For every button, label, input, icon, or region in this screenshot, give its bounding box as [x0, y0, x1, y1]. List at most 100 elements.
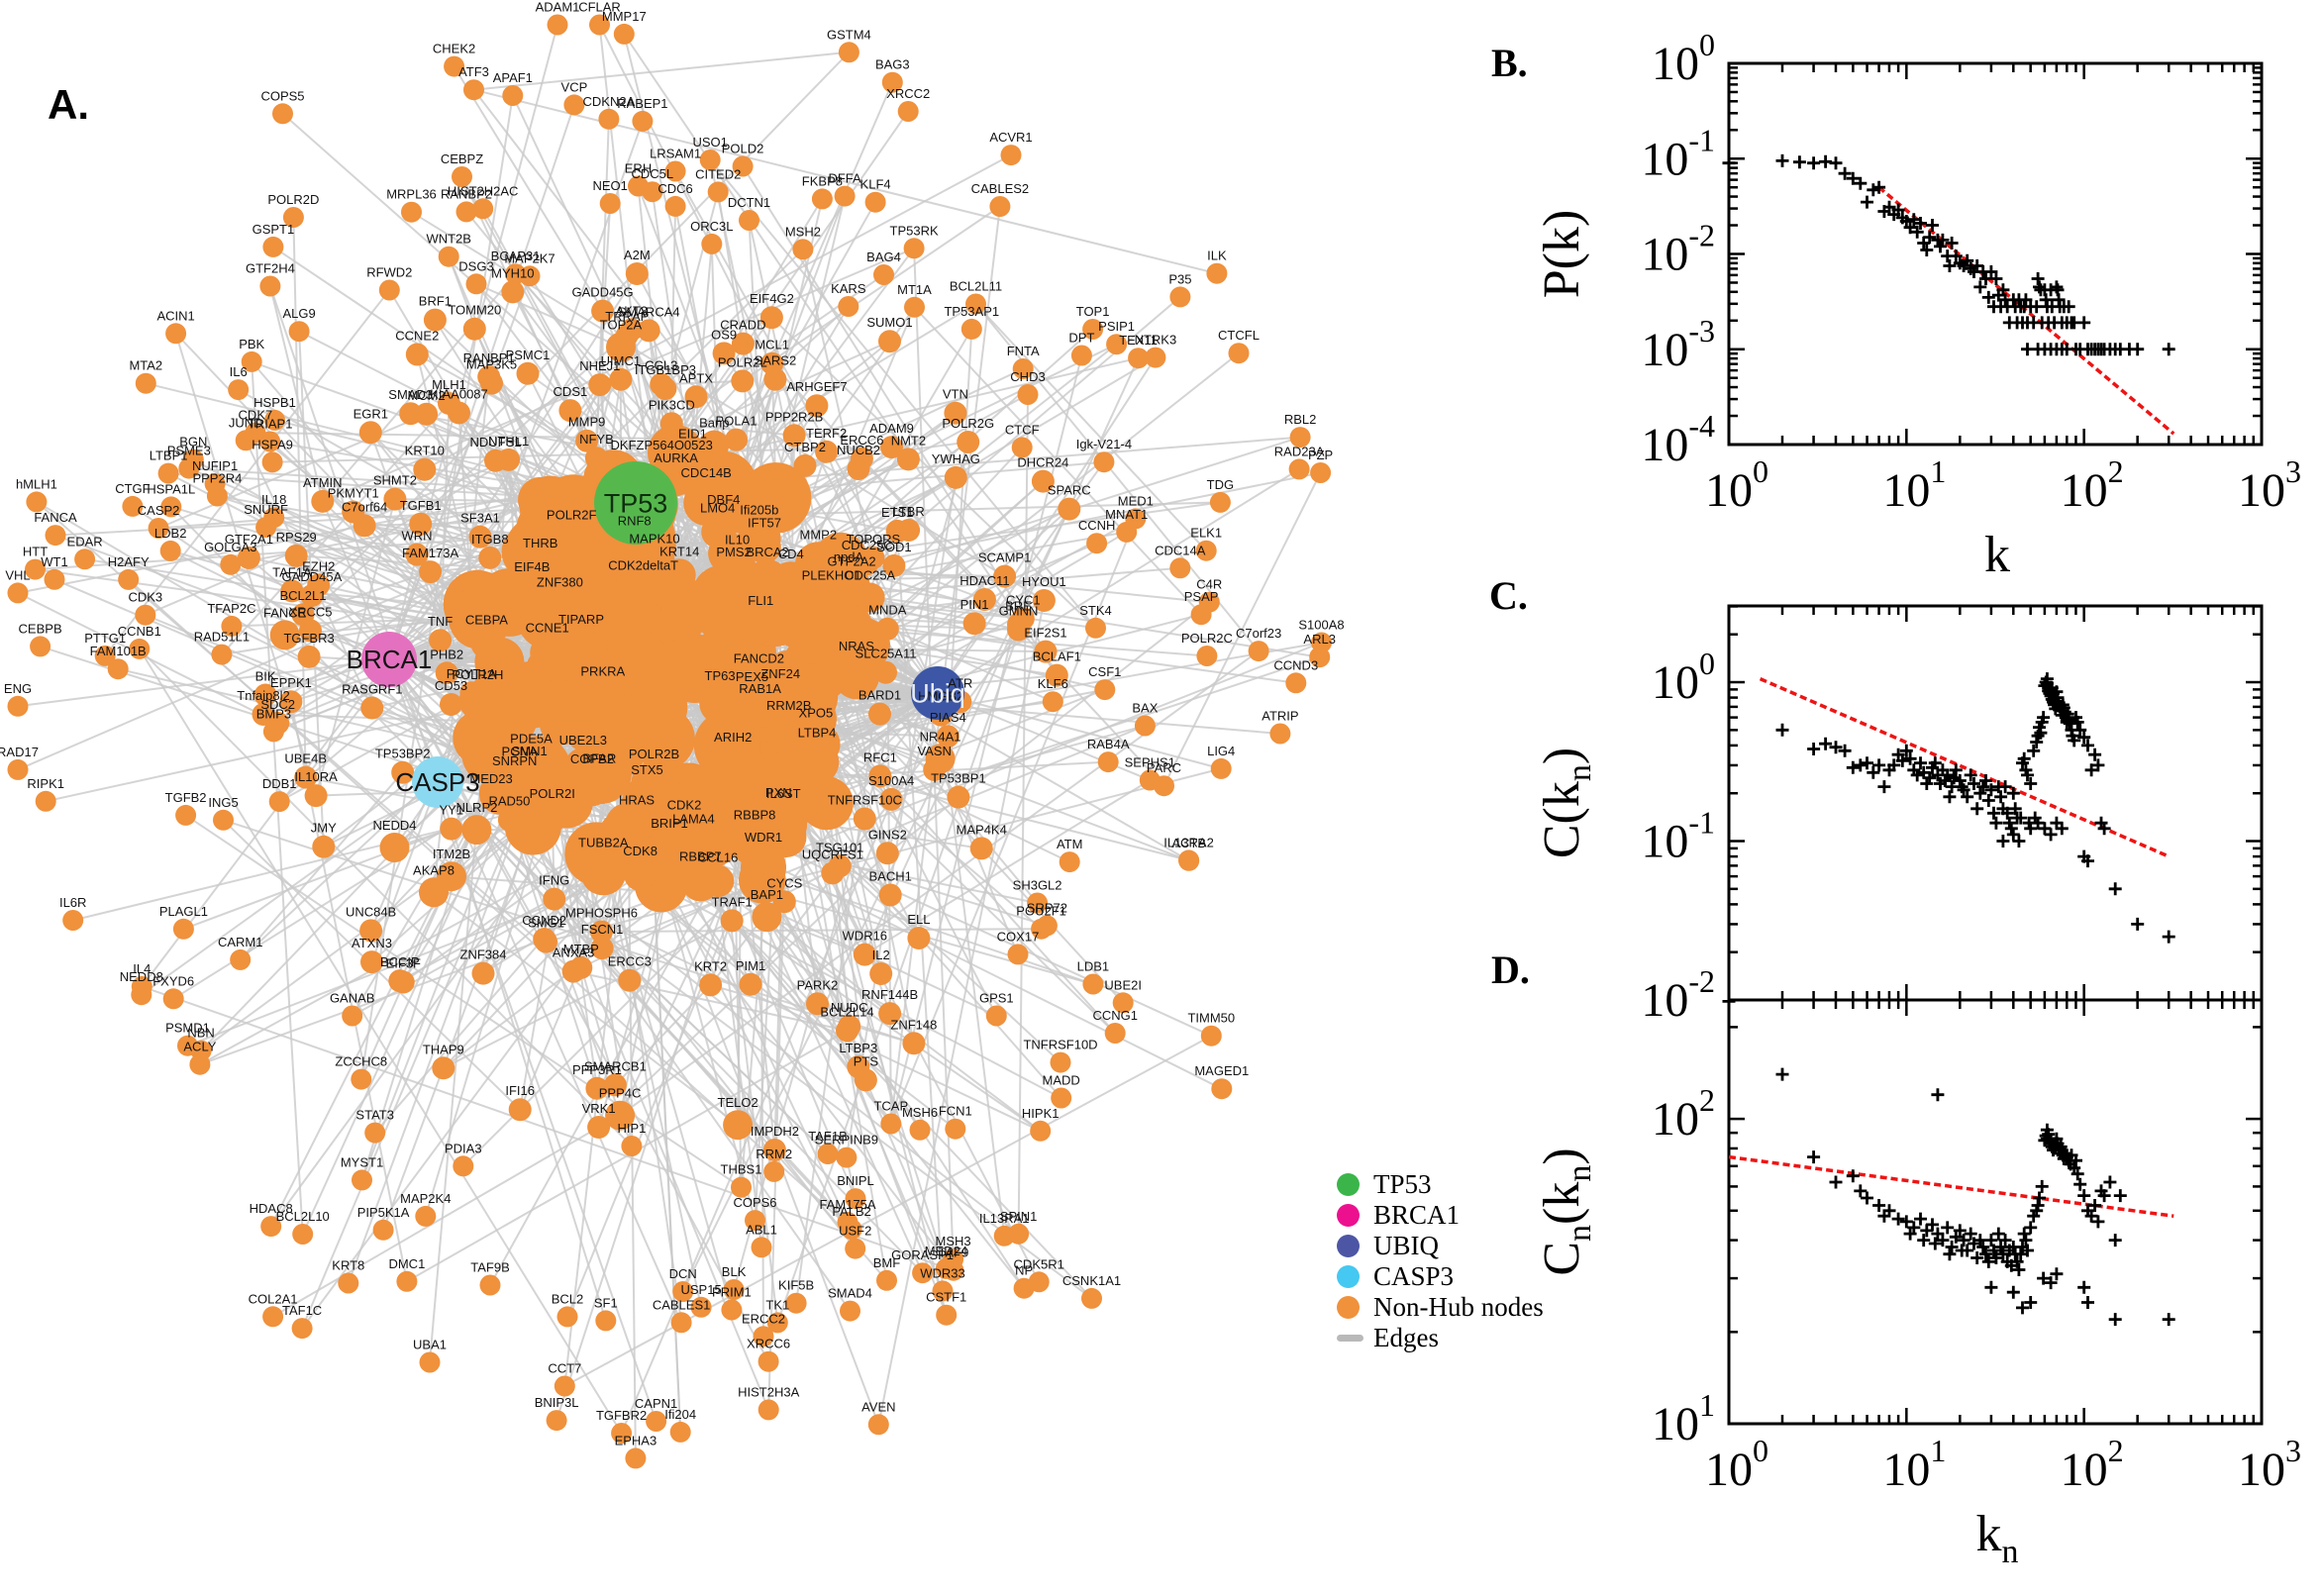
- svg-text:IMPDH2: IMPDH2: [751, 1124, 799, 1139]
- svg-text:NHEJ1: NHEJ1: [579, 358, 620, 373]
- svg-text:RANBP2: RANBP2: [441, 186, 492, 201]
- svg-text:102: 102: [2061, 1433, 2124, 1496]
- svg-text:TRAF1: TRAF1: [712, 894, 753, 909]
- svg-text:IFT57: IFT57: [748, 516, 781, 531]
- svg-text:IL2: IL2: [872, 948, 890, 962]
- svg-text:Banp: Banp: [699, 416, 729, 431]
- svg-text:XRCC6: XRCC6: [747, 1337, 790, 1351]
- svg-text:TELO2: TELO2: [718, 1095, 758, 1110]
- svg-text:TAF1C: TAF1C: [282, 1303, 322, 1318]
- svg-text:BAP1: BAP1: [751, 887, 783, 902]
- fit-line: [1728, 1154, 2174, 1218]
- svg-text:PTTG1: PTTG1: [84, 631, 126, 646]
- svg-text:RPS29: RPS29: [276, 530, 317, 545]
- svg-text:GADD45A: GADD45A: [282, 569, 343, 584]
- svg-text:GSPT1: GSPT1: [252, 222, 295, 237]
- plot-frame: [1727, 61, 2264, 447]
- svg-text:MYST1: MYST1: [341, 1154, 383, 1169]
- svg-text:KRT2: KRT2: [694, 958, 727, 973]
- svg-text:UBE2I: UBE2I: [1104, 977, 1142, 992]
- svg-text:PPP3R1: PPP3R1: [572, 1062, 622, 1077]
- svg-text:FAM101B: FAM101B: [90, 644, 147, 658]
- svg-text:PDE5A: PDE5A: [510, 732, 553, 747]
- svg-text:STAT3: STAT3: [355, 1108, 394, 1123]
- svg-text:ATF3: ATF3: [458, 64, 489, 79]
- svg-text:RRM2: RRM2: [756, 1147, 792, 1161]
- svg-text:ADAM9: ADAM9: [869, 421, 914, 436]
- svg-text:FCN1: FCN1: [939, 1104, 972, 1119]
- svg-text:BFAR: BFAR: [582, 751, 616, 766]
- legend: TP53 BRCA1 UBIQ CASP3 Non-Hub nodes Edge…: [1337, 1169, 1544, 1351]
- svg-text:HSPA9: HSPA9: [252, 437, 293, 451]
- svg-text:ING5: ING5: [208, 795, 238, 810]
- panel-a-label: A.: [48, 81, 89, 128]
- svg-text:CDK7: CDK7: [239, 408, 273, 423]
- svg-text:HSPB1: HSPB1: [253, 395, 296, 410]
- svg-text:TNFRSF10D: TNFRSF10D: [1023, 1038, 1097, 1052]
- svg-text:CSNK1A1: CSNK1A1: [1062, 1273, 1121, 1288]
- axis-ticks: [1727, 61, 2264, 447]
- y-axis-label: C(kn​): [1534, 748, 1598, 858]
- svg-text:KRT10: KRT10: [405, 444, 445, 458]
- svg-text:NDUFS1: NDUFS1: [469, 435, 521, 449]
- svg-text:TP63: TP63: [705, 668, 736, 683]
- svg-text:IL18: IL18: [261, 492, 286, 507]
- svg-text:STX5: STX5: [631, 762, 663, 777]
- svg-text:LRSAM1: LRSAM1: [650, 147, 701, 161]
- svg-text:POLR2L: POLR2L: [718, 354, 767, 369]
- svg-text:TUBB2A: TUBB2A: [578, 835, 629, 849]
- svg-text:ACIN1: ACIN1: [156, 308, 194, 323]
- svg-text:ATXN3: ATXN3: [352, 936, 392, 950]
- svg-text:POLR2C: POLR2C: [1181, 631, 1233, 646]
- svg-text:ORC3L: ORC3L: [690, 219, 733, 234]
- svg-text:LTBP1: LTBP1: [150, 449, 188, 463]
- svg-text:PEX5: PEX5: [736, 669, 768, 684]
- svg-text:SPARC: SPARC: [1048, 483, 1091, 498]
- svg-text:EPHA3: EPHA3: [615, 1433, 657, 1447]
- svg-text:SOD1: SOD1: [876, 540, 911, 554]
- svg-text:NP: NP: [1015, 1263, 1033, 1278]
- svg-text:SNRPN: SNRPN: [492, 753, 538, 768]
- svg-text:XRCC5: XRCC5: [288, 604, 332, 619]
- svg-text:ATRIP: ATRIP: [1262, 709, 1298, 724]
- svg-text:TRIAP1: TRIAP1: [248, 417, 293, 432]
- svg-text:MAP2K7: MAP2K7: [504, 250, 555, 265]
- svg-text:FXYD6: FXYD6: [152, 973, 194, 988]
- svg-text:CYC1: CYC1: [1006, 592, 1041, 607]
- svg-text:ERCC6: ERCC6: [840, 433, 883, 448]
- svg-text:CARM1: CARM1: [218, 935, 263, 949]
- svg-text:CCT7: CCT7: [548, 1361, 581, 1376]
- svg-text:DMC1: DMC1: [388, 1256, 425, 1271]
- svg-text:PIK3CD: PIK3CD: [649, 397, 695, 412]
- svg-text:HDAC8: HDAC8: [250, 1201, 293, 1216]
- svg-text:CABLES1: CABLES1: [653, 1297, 711, 1312]
- svg-text:CTBP2: CTBP2: [784, 440, 826, 454]
- svg-text:WRN: WRN: [401, 529, 432, 544]
- x-axis-label: kn​: [1976, 1506, 2019, 1570]
- svg-text:YWHAG: YWHAG: [932, 451, 980, 466]
- svg-text:SMG1: SMG1: [528, 916, 564, 931]
- svg-text:OS9: OS9: [711, 327, 737, 342]
- svg-text:AURKA: AURKA: [654, 450, 698, 465]
- svg-text:LDB1: LDB1: [1077, 959, 1110, 974]
- svg-text:CDK8: CDK8: [623, 844, 657, 858]
- svg-text:PIM1: PIM1: [736, 958, 765, 973]
- network-nonhub-nodes: [7, 14, 1332, 1469]
- svg-text:EID1: EID1: [678, 427, 707, 442]
- legend-label: TP53: [1373, 1169, 1432, 1199]
- svg-text:BCL2L10: BCL2L10: [276, 1209, 330, 1224]
- svg-text:PPP4C: PPP4C: [599, 1086, 642, 1101]
- svg-text:DBF4: DBF4: [707, 492, 740, 507]
- svg-text:IL10RA: IL10RA: [294, 769, 338, 784]
- svg-text:IL13RA2: IL13RA2: [1163, 835, 1214, 849]
- svg-text:GMNN: GMNN: [999, 604, 1039, 619]
- svg-text:ETS1: ETS1: [881, 505, 914, 520]
- svg-text:FLI1: FLI1: [748, 593, 773, 608]
- svg-text:DDB1: DDB1: [262, 776, 297, 791]
- edge-marker-icon: [1337, 1335, 1364, 1342]
- legend-item-brca1: BRCA1: [1337, 1202, 1544, 1229]
- svg-text:WT1: WT1: [41, 554, 67, 569]
- svg-text:TAF1B: TAF1B: [808, 1129, 848, 1144]
- svg-text:NUDC: NUDC: [831, 1000, 868, 1015]
- svg-text:HTT: HTT: [23, 545, 48, 559]
